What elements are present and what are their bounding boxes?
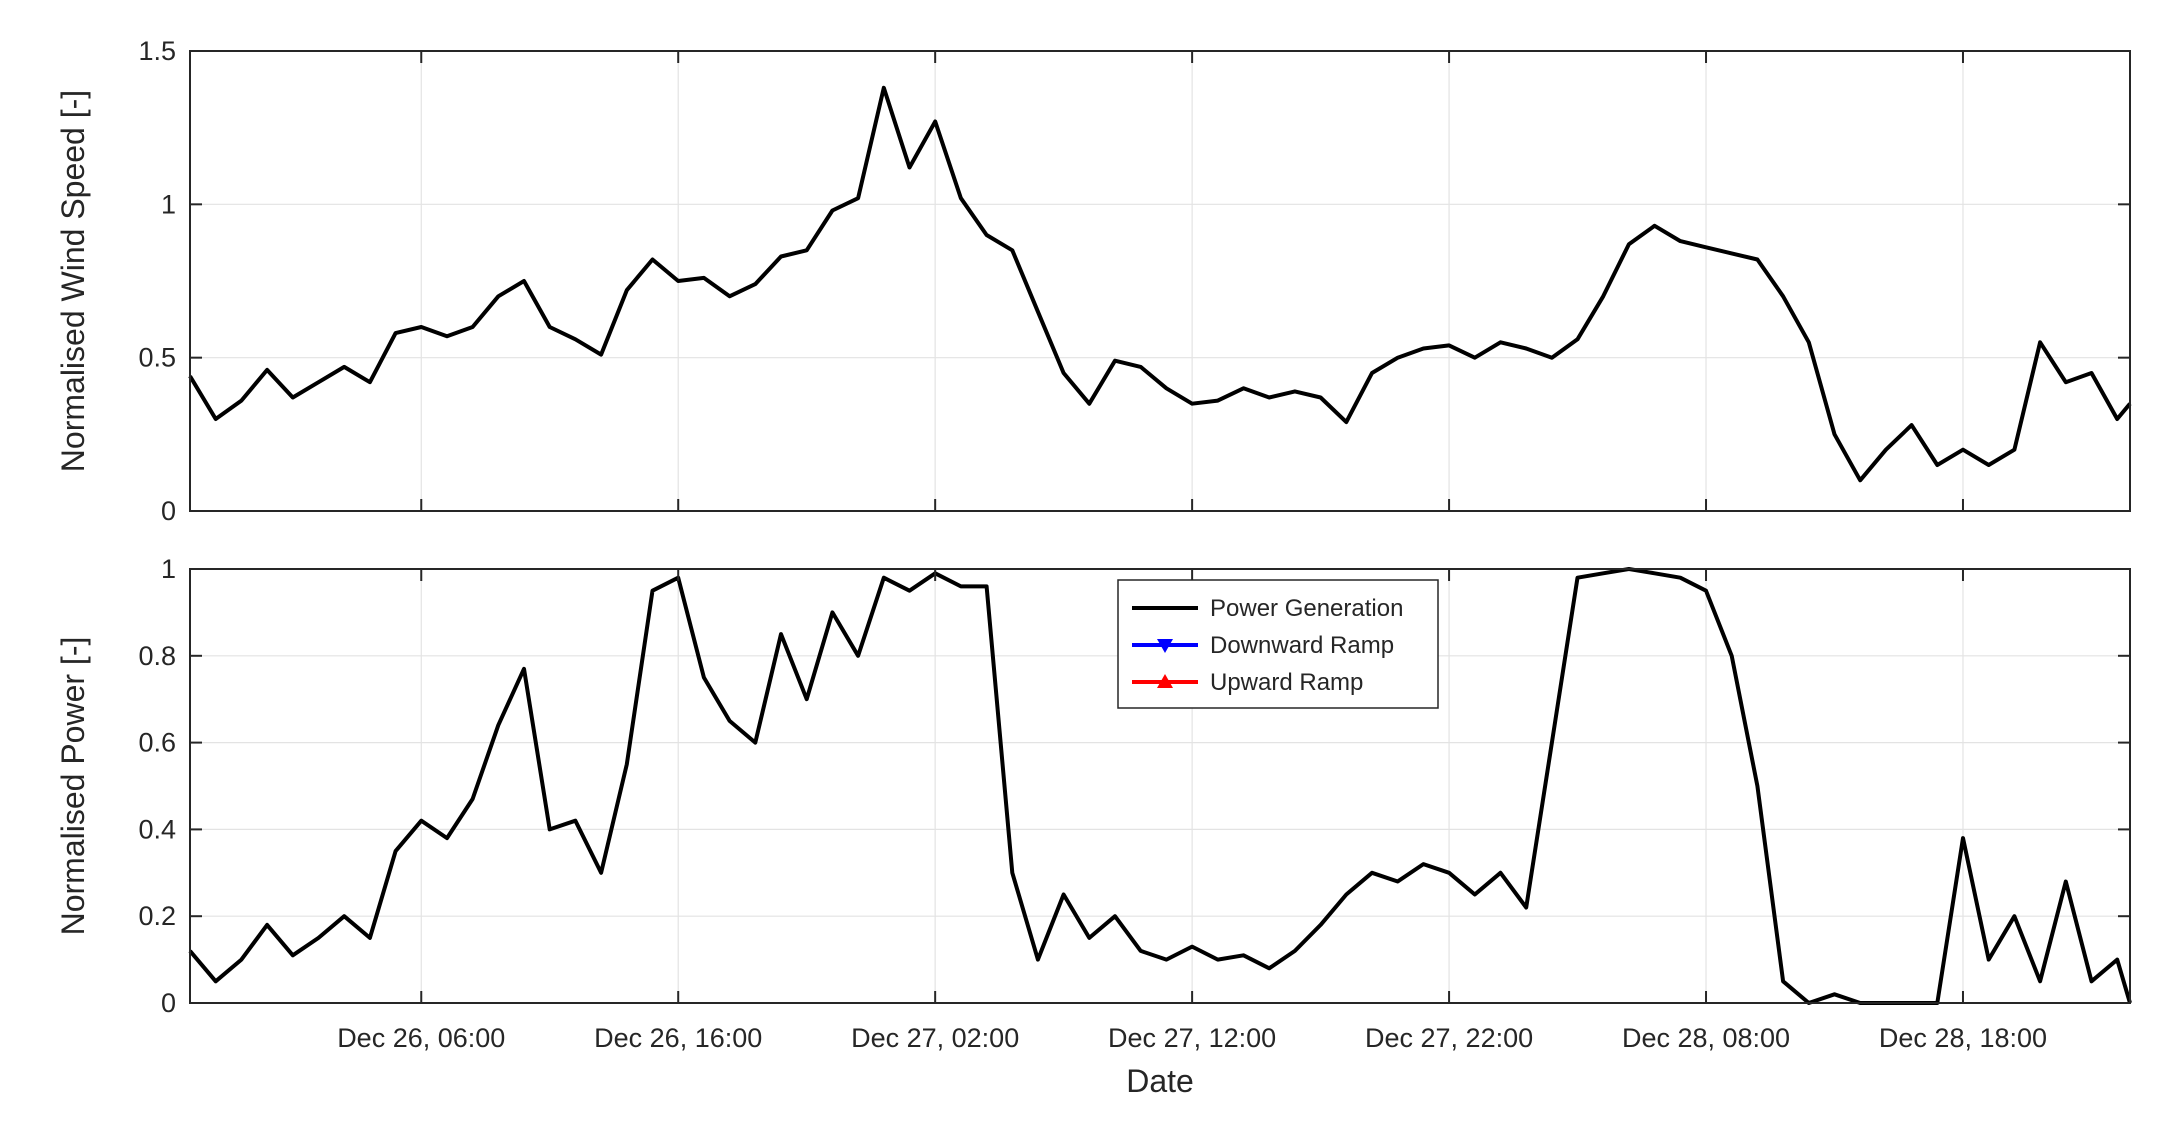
power-lines — [188, 567, 2132, 1005]
legend-label: Power Generation — [1210, 595, 1403, 622]
power-y-tick-label: 0.4 — [138, 814, 176, 844]
legend-items: Power Generation Downward Ramp Upward Ramp — [1132, 595, 1403, 696]
legend-label: Downward Ramp — [1210, 632, 1394, 659]
power-y-tick-label: 0.2 — [138, 901, 176, 931]
x-tick-label: Dec 27, 22:00 — [1365, 1023, 1533, 1053]
wind-ticks: 0 0.5 1 1.5 — [138, 36, 2130, 526]
legend: Power Generation Downward Ramp Upward Ramp — [1117, 579, 1439, 709]
power-ticks: 0 0.2 0.4 0.6 0.8 1 Dec 26, 06:00 Dec 26, 16:00… — [138, 554, 2130, 1053]
x-tick-label: Dec 27, 12:00 — [1108, 1023, 1276, 1053]
wind-y-tick-label: 1 — [161, 189, 176, 219]
x-axis-label: Date — [1126, 1063, 1194, 1099]
wind-y-tick-label: 0.5 — [138, 343, 176, 373]
wind-y-tick-label: 0 — [161, 496, 176, 526]
wind-lines — [188, 85, 2132, 483]
x-tick-label: Dec 27, 02:00 — [851, 1023, 1019, 1053]
legend-marker-down-triangle-icon — [1157, 639, 1173, 653]
power-y-tick-label: 0.8 — [138, 641, 176, 671]
power-y-axis-label: Normalised Power [-] — [55, 637, 91, 936]
power-axes-frame — [189, 568, 2131, 1004]
power-y-tick-label: 0 — [161, 988, 176, 1018]
wind-series-line — [188, 85, 2132, 483]
legend-label: Upward Ramp — [1210, 669, 1363, 696]
wind-axes-frame — [189, 50, 2131, 512]
power-panel: 0 0.2 0.4 0.6 0.8 1 Dec 26, 06:00 Dec 26, 16:00… — [55, 554, 2132, 1099]
power-y-tick-label: 1 — [161, 554, 176, 584]
x-tick-label: Dec 26, 16:00 — [594, 1023, 762, 1053]
x-tick-label: Dec 28, 18:00 — [1879, 1023, 2047, 1053]
wind-speed-panel: 0 0.5 1 1.5 Normalised Wind Speed [-] — [55, 36, 2132, 526]
x-tick-label: Dec 28, 08:00 — [1622, 1023, 1790, 1053]
legend-marker-up-triangle-icon — [1157, 674, 1173, 688]
wind-y-tick-label: 1.5 — [138, 36, 176, 66]
wind-y-axis-label: Normalised Wind Speed [-] — [55, 90, 91, 472]
power-series-line — [188, 567, 2132, 1005]
power-y-tick-label: 0.6 — [138, 728, 176, 758]
x-tick-label: Dec 26, 06:00 — [337, 1023, 505, 1053]
